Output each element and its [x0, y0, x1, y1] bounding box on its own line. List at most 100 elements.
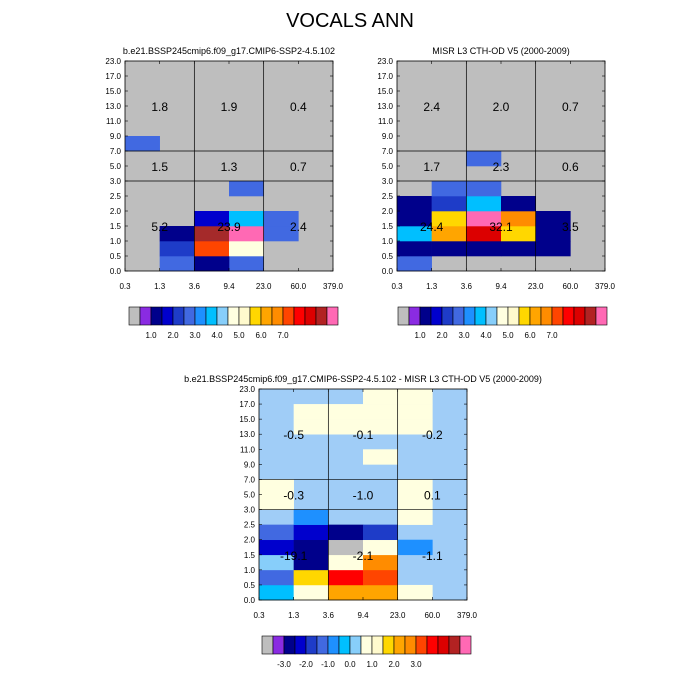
x-tick-label: 0.3 — [391, 282, 403, 291]
group-total-label: 23.9 — [217, 220, 241, 234]
y-tick-label: 7.0 — [244, 475, 256, 484]
group-total-label: -0.3 — [283, 489, 304, 503]
heatmap-cell — [293, 539, 329, 556]
x-tick-label: 1.3 — [154, 282, 166, 291]
heatmap-cell — [501, 226, 536, 242]
colorbar-box — [507, 306, 520, 326]
heatmap-cell — [194, 241, 230, 257]
heatmap-panel-difference: 0.0 0.5 1.0 1.5 2.0 2.5 3.0 5.0 7.0 9.0 11.0 13.0 15… — [239, 385, 477, 669]
colorbar-label: -1.0 — [321, 660, 335, 669]
y-tick-label: 11.0 — [378, 117, 394, 126]
x-tick-label: 60.0 — [563, 282, 579, 291]
heatmap-cell — [397, 509, 433, 525]
colorbar-box — [393, 635, 406, 655]
group-total-label: 0.7 — [562, 100, 579, 114]
heatmap-cell — [397, 256, 432, 272]
colorbar-box — [294, 635, 307, 655]
colorbar-box — [238, 306, 251, 326]
heatmap-cell — [293, 419, 329, 435]
y-tick-label: 7.0 — [382, 147, 394, 156]
heatmap-cell — [328, 539, 364, 556]
y-tick-label: 13.0 — [105, 102, 121, 111]
heatmap-cell — [397, 241, 432, 257]
colorbar-label: 0.0 — [344, 660, 356, 669]
colorbar-box — [452, 306, 465, 326]
colorbar-box — [441, 306, 454, 326]
colorbar-label: 4.0 — [480, 331, 492, 340]
y-tick-label: 2.5 — [244, 521, 256, 530]
colorbar-label: 1.0 — [366, 660, 378, 669]
heatmap-cell — [159, 241, 195, 257]
heatmap-cell — [397, 584, 433, 601]
group-total-label: 24.4 — [420, 220, 444, 234]
group-total-label: 2.3 — [493, 160, 510, 174]
x-tick-label: 9.4 — [357, 611, 369, 620]
heatmap-cell — [466, 181, 502, 197]
y-tick-label: 15.0 — [239, 415, 255, 424]
y-tick-label: 9.0 — [110, 132, 122, 141]
heatmap-cell — [466, 196, 502, 212]
y-tick-label: 17.0 — [105, 72, 121, 81]
panel-title-observation: MISR L3 CTH-OD V5 (2000-2009) — [432, 46, 570, 56]
y-tick-label: 13.0 — [377, 102, 393, 111]
x-tick-label: 9.4 — [495, 282, 507, 291]
heatmap-cell — [328, 524, 364, 541]
y-tick-label: 2.5 — [110, 192, 122, 201]
heatmap-cell — [466, 226, 502, 242]
heatmap-cell — [293, 404, 329, 420]
group-total-label: 5.2 — [151, 220, 168, 234]
colorbar-box — [249, 306, 262, 326]
colorbar-box — [518, 306, 531, 326]
heatmap-cell — [535, 241, 571, 257]
heatmap-cell — [194, 226, 230, 242]
y-tick-label: 9.0 — [382, 132, 394, 141]
heatmap-cell — [397, 494, 433, 510]
group-total-label: -1.0 — [353, 489, 374, 503]
x-tick-label: 3.6 — [461, 282, 473, 291]
y-tick-label: 15.0 — [105, 87, 121, 96]
colorbar-box — [194, 306, 207, 326]
colorbar-box — [529, 306, 542, 326]
heatmap-cell — [328, 404, 364, 420]
heatmap-cell — [397, 211, 432, 227]
colorbar-label: 2.0 — [388, 660, 400, 669]
colorbar-box — [316, 635, 329, 655]
x-tick-label: 0.3 — [253, 611, 265, 620]
colorbar-box — [584, 306, 597, 326]
colorbar-box — [293, 306, 306, 326]
colorbar-box — [150, 306, 163, 326]
y-tick-label: 1.5 — [244, 551, 256, 560]
y-tick-label: 2.0 — [110, 207, 122, 216]
colorbar-box — [205, 306, 218, 326]
colorbar-box — [326, 306, 339, 326]
y-tick-label: 0.0 — [110, 267, 122, 276]
group-total-label: 1.9 — [221, 100, 238, 114]
colorbar-box — [463, 306, 476, 326]
x-tick-label: 60.0 — [425, 611, 441, 620]
group-total-label: 1.3 — [221, 160, 238, 174]
heatmap-cell — [259, 554, 294, 571]
group-total-label: 2.0 — [493, 100, 510, 114]
colorbar-box — [216, 306, 229, 326]
heatmap-cell — [229, 256, 264, 272]
x-tick-label: 23.0 — [390, 611, 406, 620]
colorbar-box — [304, 306, 317, 326]
group-total-label: 0.4 — [290, 100, 307, 114]
colorbar: 1.0 2.0 3.0 4.0 5.0 6.0 7.0 — [397, 306, 608, 340]
y-tick-label: 1.0 — [244, 566, 256, 575]
group-total-label: 0.6 — [562, 160, 579, 174]
heatmap-cell — [293, 569, 329, 586]
colorbar-box — [227, 306, 240, 326]
x-tick-label: 1.3 — [288, 611, 300, 620]
y-tick-label: 0.0 — [244, 596, 256, 605]
heatmap-cell — [535, 226, 571, 242]
heatmap-cell — [363, 449, 398, 465]
heatmap-cell — [397, 226, 432, 242]
colorbar-box — [485, 306, 498, 326]
group-total-label: -2.1 — [353, 549, 374, 563]
colorbar-box — [161, 306, 174, 326]
heatmap-cell — [466, 151, 502, 167]
y-tick-label: 0.5 — [244, 581, 256, 590]
y-tick-label: 1.0 — [110, 237, 122, 246]
y-tick-label: 17.0 — [377, 72, 393, 81]
